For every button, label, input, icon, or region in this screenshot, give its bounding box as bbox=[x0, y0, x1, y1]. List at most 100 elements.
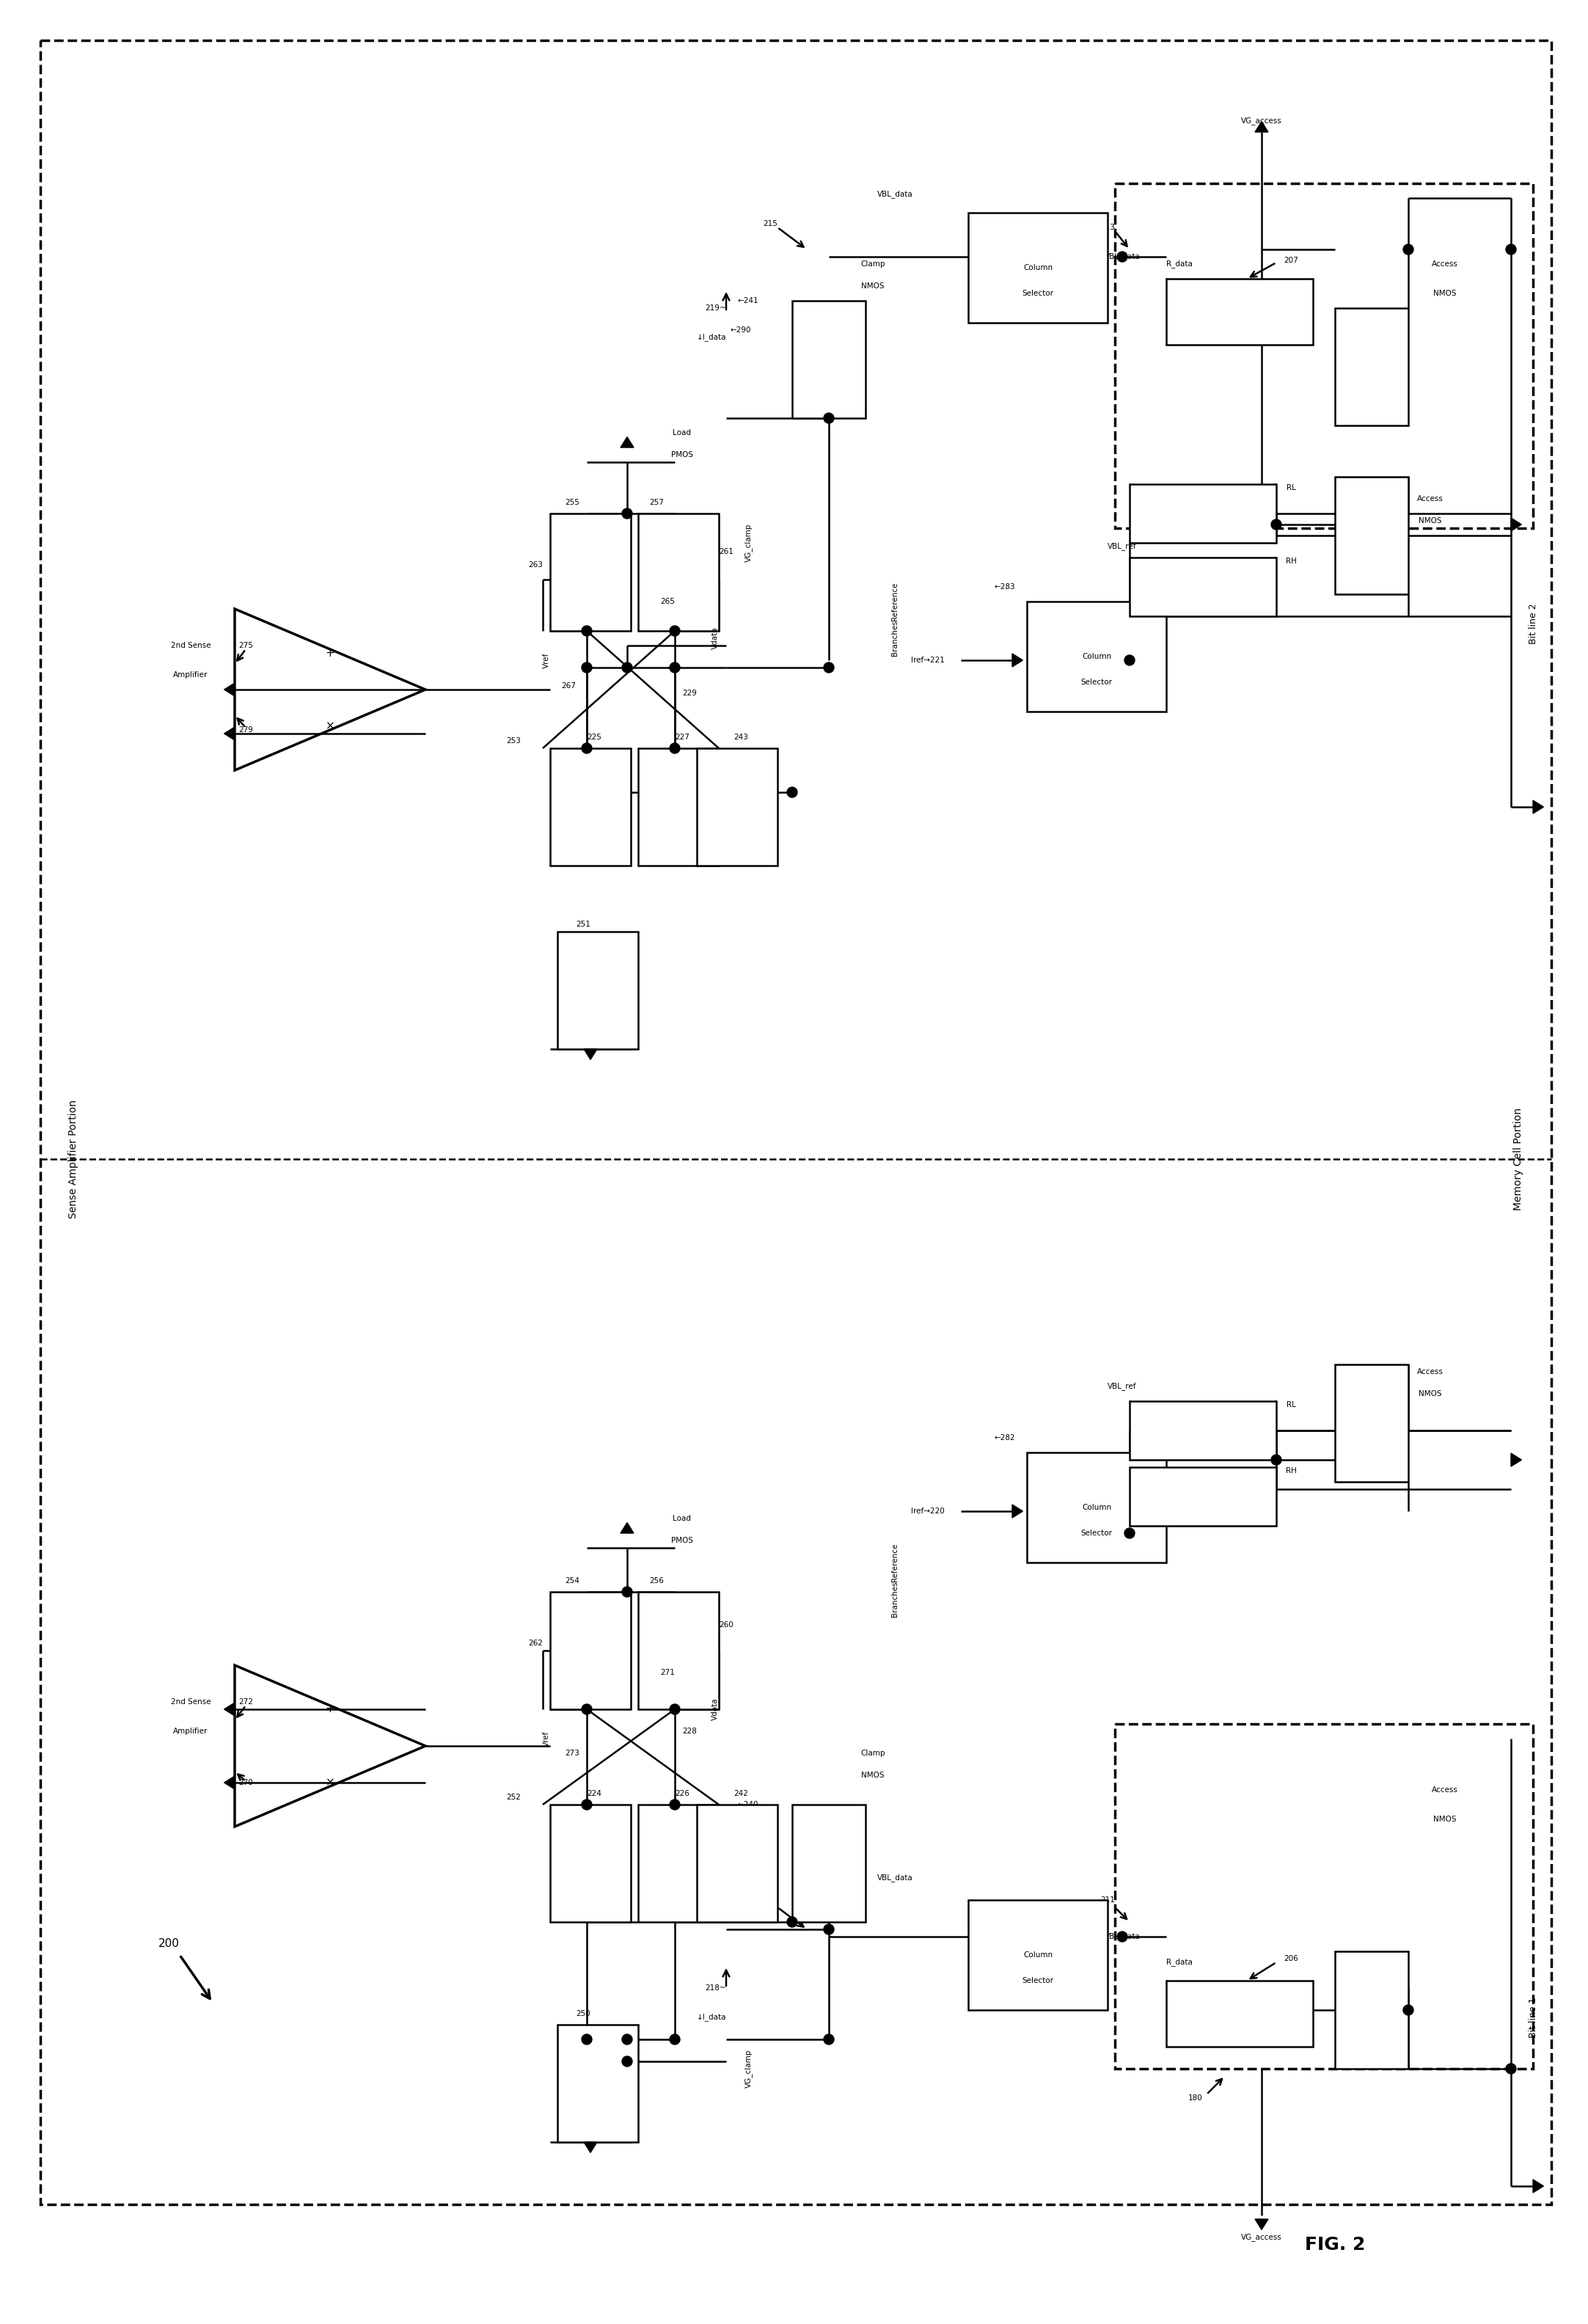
Text: NMOS: NMOS bbox=[1418, 1390, 1442, 1397]
Text: 206: 206 bbox=[1283, 1954, 1297, 1961]
Text: NMOS: NMOS bbox=[861, 284, 885, 290]
Circle shape bbox=[1404, 2006, 1413, 2015]
Circle shape bbox=[824, 414, 834, 423]
Text: Clamp: Clamp bbox=[861, 1750, 885, 1757]
Text: 224: 224 bbox=[588, 1789, 602, 1796]
Text: 255: 255 bbox=[565, 500, 580, 507]
Text: VBL_data: VBL_data bbox=[877, 1873, 913, 1882]
Text: Branch: Branch bbox=[826, 1857, 832, 1885]
Text: Iref→220: Iref→220 bbox=[912, 1508, 945, 1515]
Circle shape bbox=[581, 744, 592, 753]
Text: Reference: Reference bbox=[891, 583, 899, 621]
Text: Column: Column bbox=[1081, 1504, 1112, 1511]
Text: PMOS: PMOS bbox=[672, 451, 692, 458]
Circle shape bbox=[788, 788, 797, 797]
Polygon shape bbox=[1512, 518, 1521, 532]
Circle shape bbox=[1505, 2064, 1517, 2073]
Circle shape bbox=[1116, 251, 1127, 263]
Text: Load: Load bbox=[673, 1515, 691, 1522]
Polygon shape bbox=[584, 1048, 597, 1060]
Text: RL: RL bbox=[1286, 1401, 1296, 1408]
Text: 263: 263 bbox=[529, 560, 543, 569]
Bar bbox=[557, 2024, 638, 2143]
Text: 225: 225 bbox=[588, 734, 602, 741]
Bar bbox=[969, 1901, 1107, 2010]
Bar bbox=[1166, 1980, 1313, 2047]
Circle shape bbox=[824, 662, 834, 672]
Circle shape bbox=[670, 2034, 680, 2045]
Bar bbox=[1115, 184, 1532, 528]
Bar bbox=[969, 214, 1107, 323]
Text: 273: 273 bbox=[565, 1750, 580, 1757]
Text: Vref: Vref bbox=[543, 653, 549, 667]
Text: +: + bbox=[326, 1703, 335, 1715]
Text: VG_access: VG_access bbox=[1242, 116, 1282, 125]
Text: 218~: 218~ bbox=[705, 1985, 726, 1992]
Text: Bit line 2: Bit line 2 bbox=[1528, 604, 1537, 644]
Text: ←283: ←283 bbox=[994, 583, 1015, 590]
Text: VG_clamp: VG_clamp bbox=[745, 2050, 753, 2087]
Text: NMOS: NMOS bbox=[1418, 518, 1442, 525]
Circle shape bbox=[1270, 518, 1282, 530]
Text: Column: Column bbox=[1081, 653, 1112, 660]
Text: Branch: Branch bbox=[826, 353, 832, 381]
Text: Reference: Reference bbox=[891, 1543, 899, 1583]
Text: 256: 256 bbox=[649, 1578, 664, 1585]
Text: VBL_ref: VBL_ref bbox=[1108, 1383, 1137, 1390]
Text: ×: × bbox=[326, 1778, 335, 1787]
Text: Iref→221: Iref→221 bbox=[912, 658, 945, 665]
Text: FIG. 2: FIG. 2 bbox=[1305, 2236, 1366, 2254]
Text: ←290: ←290 bbox=[730, 325, 751, 335]
Text: R_data: R_data bbox=[1166, 260, 1193, 267]
Text: ↓I_data: ↓I_data bbox=[697, 332, 726, 342]
Text: 219~: 219~ bbox=[705, 304, 726, 311]
Bar bbox=[1027, 1452, 1166, 1562]
Text: 270: 270 bbox=[238, 1778, 252, 1787]
Text: 252: 252 bbox=[507, 1794, 521, 1801]
Circle shape bbox=[1505, 244, 1517, 256]
Bar bbox=[1166, 279, 1313, 344]
Polygon shape bbox=[1532, 2180, 1544, 2192]
Circle shape bbox=[1124, 655, 1135, 665]
Polygon shape bbox=[1255, 2219, 1269, 2229]
Text: 211: 211 bbox=[1100, 1896, 1115, 1903]
Text: Selector: Selector bbox=[1081, 679, 1112, 686]
Text: Access: Access bbox=[1432, 260, 1458, 267]
Circle shape bbox=[581, 662, 592, 672]
Text: ↓I_data: ↓I_data bbox=[697, 2013, 726, 2022]
Text: Access: Access bbox=[1432, 1787, 1458, 1794]
Polygon shape bbox=[584, 2143, 597, 2152]
Circle shape bbox=[670, 1703, 680, 1715]
Text: 272: 272 bbox=[238, 1699, 252, 1706]
Text: 265: 265 bbox=[661, 597, 675, 604]
Bar bbox=[1336, 476, 1409, 595]
Text: Vdata: Vdata bbox=[711, 1699, 719, 1720]
Text: Clamp: Clamp bbox=[861, 260, 885, 267]
Bar bbox=[638, 748, 719, 865]
Text: VG_clamp: VG_clamp bbox=[745, 523, 753, 562]
Text: RH: RH bbox=[1285, 558, 1296, 565]
Text: PMOS: PMOS bbox=[672, 1536, 692, 1543]
Polygon shape bbox=[1512, 1452, 1521, 1466]
Text: 262: 262 bbox=[529, 1638, 543, 1648]
Text: 260: 260 bbox=[719, 1622, 734, 1629]
Polygon shape bbox=[621, 437, 634, 449]
Text: NMOS: NMOS bbox=[861, 1771, 885, 1778]
Circle shape bbox=[622, 1587, 632, 1597]
Text: Sense Amplifier Portion: Sense Amplifier Portion bbox=[68, 1099, 78, 1218]
Circle shape bbox=[1124, 1529, 1135, 1538]
Circle shape bbox=[1116, 1931, 1127, 1943]
Bar bbox=[549, 514, 630, 630]
Circle shape bbox=[622, 2034, 632, 2045]
Text: Vdata: Vdata bbox=[711, 627, 719, 648]
Text: 226: 226 bbox=[675, 1789, 689, 1796]
Bar bbox=[549, 1806, 630, 1922]
Circle shape bbox=[670, 625, 680, 637]
Text: Bit line 1: Bit line 1 bbox=[1528, 1996, 1537, 2038]
Polygon shape bbox=[1012, 1504, 1023, 1518]
Text: RL: RL bbox=[1286, 483, 1296, 490]
Text: ←280: ←280 bbox=[730, 1822, 751, 1831]
Bar bbox=[792, 1806, 865, 1922]
Bar bbox=[697, 1806, 778, 1922]
Text: 253: 253 bbox=[507, 737, 521, 744]
